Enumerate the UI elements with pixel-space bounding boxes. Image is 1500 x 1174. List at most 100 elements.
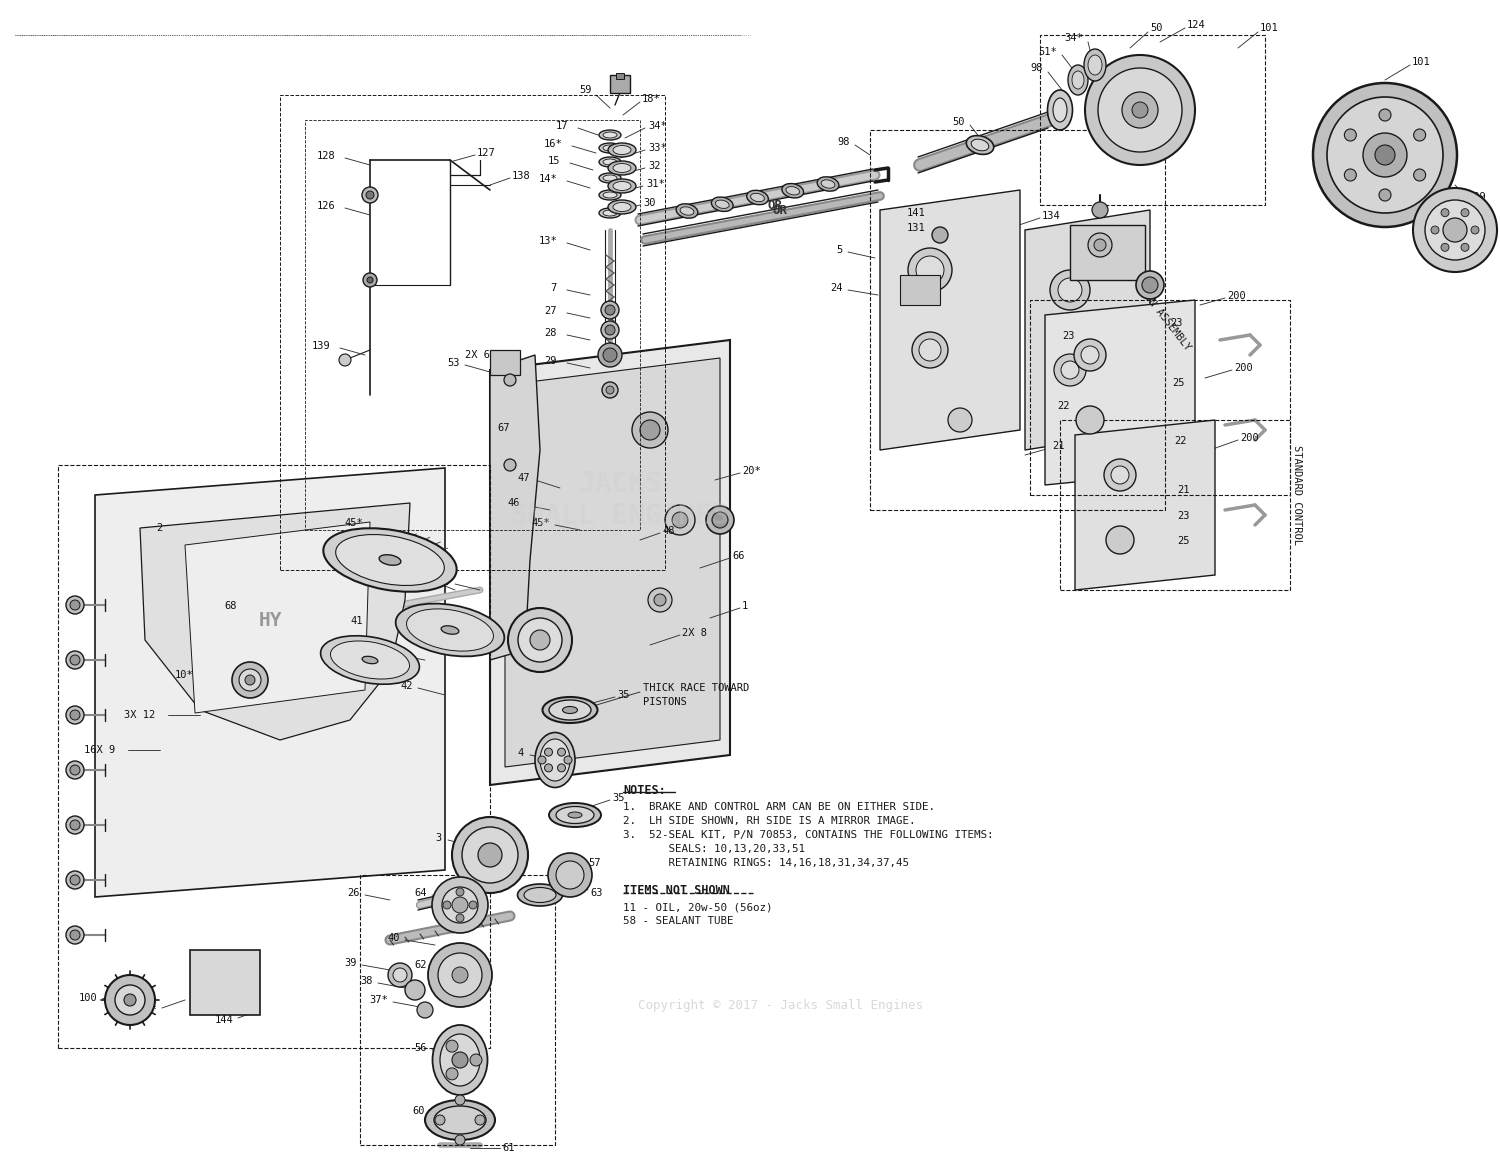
Ellipse shape — [818, 177, 839, 191]
Polygon shape — [184, 522, 370, 713]
Text: 45*: 45* — [345, 518, 363, 528]
Circle shape — [504, 459, 516, 471]
Circle shape — [509, 608, 572, 672]
Circle shape — [244, 675, 255, 684]
Circle shape — [1050, 270, 1090, 310]
Circle shape — [1472, 227, 1479, 234]
Circle shape — [70, 930, 80, 940]
Text: 34*: 34* — [648, 121, 668, 131]
Text: 6: 6 — [582, 873, 588, 883]
Ellipse shape — [747, 190, 768, 204]
Ellipse shape — [598, 157, 621, 167]
Circle shape — [1054, 355, 1086, 386]
Text: 14*: 14* — [538, 174, 556, 184]
Ellipse shape — [536, 733, 574, 788]
Circle shape — [232, 662, 268, 699]
Ellipse shape — [782, 183, 804, 198]
Ellipse shape — [716, 200, 729, 209]
Circle shape — [1122, 92, 1158, 128]
Text: 50: 50 — [1150, 23, 1162, 33]
Text: 15: 15 — [548, 156, 560, 166]
Text: 98: 98 — [1030, 63, 1042, 73]
Circle shape — [435, 1115, 445, 1125]
Circle shape — [442, 888, 478, 923]
Ellipse shape — [1084, 49, 1106, 81]
Circle shape — [405, 980, 424, 1000]
Circle shape — [1442, 209, 1449, 217]
Text: 26: 26 — [348, 888, 360, 898]
Ellipse shape — [396, 603, 504, 656]
Text: RETAINING RINGS: 14,16,18,31,34,37,45: RETAINING RINGS: 14,16,18,31,34,37,45 — [622, 858, 909, 868]
Text: 21: 21 — [1052, 441, 1065, 451]
Ellipse shape — [1053, 97, 1066, 122]
Text: 144: 144 — [214, 1016, 232, 1025]
Bar — [58, 465, 491, 1048]
Circle shape — [66, 816, 84, 834]
Bar — [900, 275, 940, 305]
Text: 25: 25 — [1077, 231, 1089, 241]
Text: 34*: 34* — [1065, 33, 1083, 43]
Circle shape — [548, 853, 592, 897]
Ellipse shape — [549, 803, 602, 826]
Circle shape — [604, 305, 615, 315]
Circle shape — [456, 888, 464, 896]
Circle shape — [602, 301, 619, 319]
Text: 41: 41 — [398, 551, 410, 561]
Circle shape — [70, 765, 80, 775]
Bar — [870, 130, 1166, 510]
Polygon shape — [140, 502, 410, 740]
Circle shape — [1112, 466, 1130, 484]
Circle shape — [1443, 218, 1467, 242]
Text: 1.  BRAKE AND CONTROL ARM CAN BE ON EITHER SIDE.: 1. BRAKE AND CONTROL ARM CAN BE ON EITHE… — [622, 802, 934, 812]
Polygon shape — [506, 358, 720, 767]
Polygon shape — [1046, 301, 1196, 485]
Ellipse shape — [406, 609, 494, 652]
Bar — [190, 950, 260, 1016]
Text: 48: 48 — [662, 526, 675, 537]
Polygon shape — [1024, 210, 1150, 450]
Circle shape — [910, 281, 930, 301]
Circle shape — [363, 274, 376, 286]
Text: 63: 63 — [590, 888, 603, 898]
Ellipse shape — [598, 190, 621, 200]
Circle shape — [672, 512, 688, 528]
Circle shape — [1413, 188, 1497, 272]
Circle shape — [1094, 239, 1106, 251]
Ellipse shape — [568, 812, 582, 818]
Circle shape — [70, 710, 80, 720]
Ellipse shape — [614, 202, 632, 211]
Circle shape — [1344, 169, 1356, 181]
Circle shape — [1461, 243, 1468, 251]
Text: 127: 127 — [477, 148, 495, 158]
Text: 138: 138 — [512, 171, 531, 181]
Ellipse shape — [598, 130, 621, 140]
Bar — [360, 875, 555, 1145]
Circle shape — [66, 596, 84, 614]
Ellipse shape — [603, 210, 616, 216]
Circle shape — [1431, 227, 1438, 234]
Ellipse shape — [1047, 90, 1072, 130]
Text: 139: 139 — [312, 340, 330, 351]
Circle shape — [452, 967, 468, 983]
Circle shape — [1098, 68, 1182, 151]
Text: 13*: 13* — [538, 236, 556, 247]
Circle shape — [66, 652, 84, 669]
Circle shape — [558, 764, 566, 771]
Circle shape — [558, 748, 566, 756]
Ellipse shape — [603, 175, 616, 181]
Circle shape — [1312, 83, 1456, 227]
Circle shape — [654, 594, 666, 606]
Ellipse shape — [441, 626, 459, 634]
Bar — [304, 120, 640, 529]
Circle shape — [105, 974, 154, 1025]
Text: 58 - SEALANT TUBE: 58 - SEALANT TUBE — [622, 916, 734, 926]
Text: 1: 1 — [742, 601, 748, 610]
Circle shape — [456, 915, 464, 922]
Polygon shape — [880, 190, 1020, 450]
Circle shape — [518, 618, 562, 662]
Polygon shape — [490, 340, 730, 785]
Circle shape — [1088, 232, 1112, 257]
Text: 35: 35 — [612, 792, 624, 803]
Ellipse shape — [608, 161, 636, 175]
Ellipse shape — [750, 194, 765, 202]
